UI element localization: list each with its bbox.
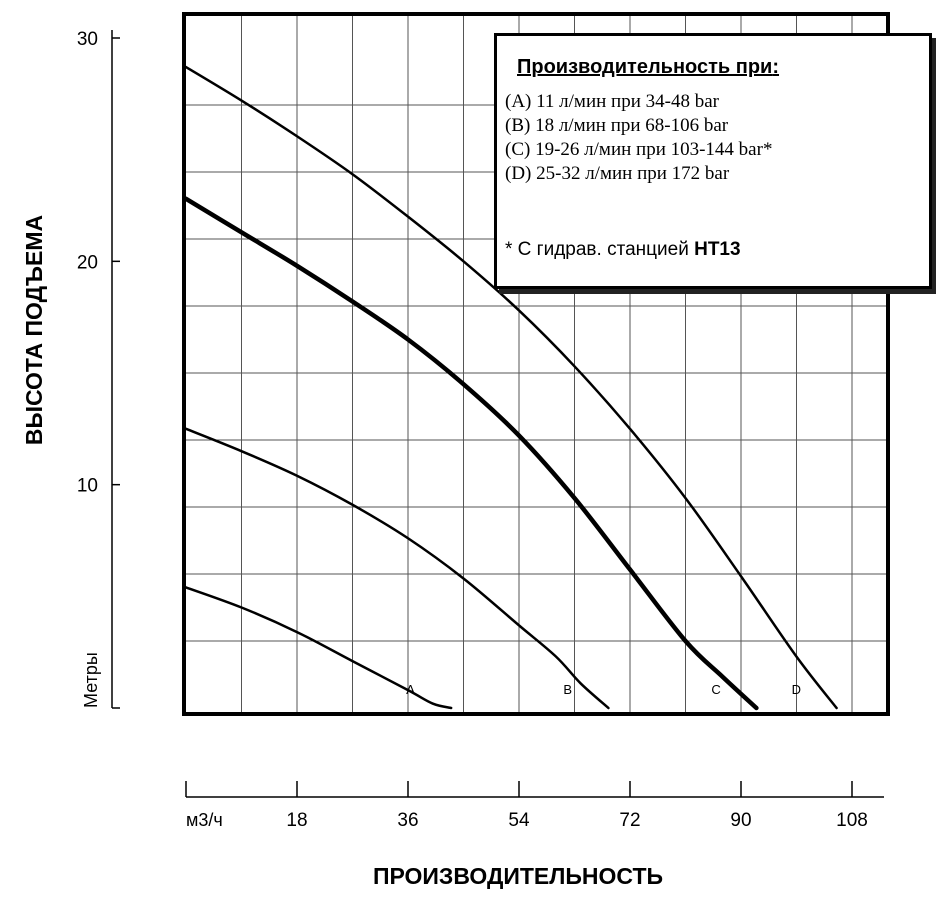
legend-item-a: (A) 11 л/мин при 34-48 bar	[505, 91, 719, 112]
x-tick-label: 90	[730, 810, 751, 831]
y-axis-title: ВЫСОТА ПОДЪЕМА	[21, 215, 47, 445]
legend-note: * С гидрав. станцией HT13	[505, 239, 741, 261]
curve-a	[184, 586, 453, 710]
legend-item-d: (D) 25-32 л/мин при 172 bar	[505, 163, 730, 184]
curve-d	[184, 65, 838, 710]
legend-items: (A) 11 л/мин при 34-48 bar (B) 18 л/мин …	[505, 90, 772, 186]
legend-item-c: (C) 19-26 л/мин при 103-144 bar*	[505, 139, 773, 160]
legend-note-text: * С гидрав. станцией	[505, 239, 695, 260]
legend-title: Производительность при:	[517, 56, 779, 79]
y-tick-label: 30	[77, 29, 98, 50]
plot-frame	[182, 12, 890, 716]
x-tick-label: 108	[836, 810, 868, 831]
y-axis: 10 20 30	[77, 29, 120, 709]
x-tick-label: 36	[397, 810, 418, 831]
y-unit-label: Метры	[81, 652, 101, 708]
legend-title-text: Производительность при	[517, 56, 773, 78]
curve-label-b: B	[563, 682, 572, 697]
curve-b	[184, 427, 610, 710]
legend-title-colon: :	[772, 56, 780, 78]
x-tick-label: 18	[286, 810, 307, 831]
x-tick-label: 54	[508, 810, 530, 831]
curve-label-d: D	[792, 682, 801, 697]
curve-c	[183, 196, 759, 711]
x-tick-label: 72	[619, 810, 640, 831]
y-tick-label: 10	[77, 476, 98, 497]
curve-label-c: C	[711, 682, 720, 697]
performance-curves	[183, 65, 838, 711]
legend-item-b: (B) 18 л/мин при 68-106 bar	[505, 115, 729, 136]
curve-label-a: A	[406, 682, 415, 697]
legend-box: Производительность при: (A) 11 л/мин при…	[494, 33, 932, 289]
legend-note-model: HT13	[694, 239, 741, 260]
curve-labels: A B C D	[406, 682, 801, 697]
x-axis-title: ПРОИЗВОДИТЕЛЬНОСТЬ	[373, 863, 663, 889]
x-axis: 18 36 54 72 90 108	[185, 781, 884, 831]
x-unit-label: м3/ч	[186, 810, 223, 830]
y-tick-label: 20	[77, 252, 98, 273]
